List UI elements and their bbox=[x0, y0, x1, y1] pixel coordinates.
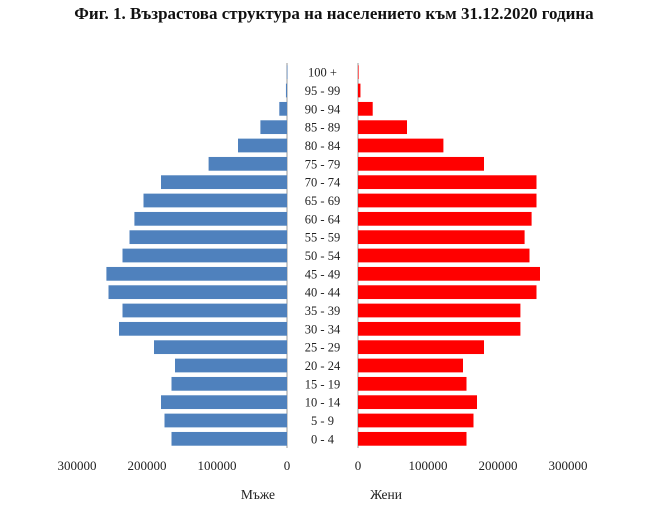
bar-women-19 bbox=[358, 83, 361, 98]
bar-women-7 bbox=[358, 303, 521, 318]
age-group-label: 95 - 99 bbox=[305, 84, 340, 98]
age-group-label: 50 - 54 bbox=[305, 249, 341, 263]
age-group-label: 85 - 89 bbox=[305, 121, 340, 135]
age-group-label: 55 - 59 bbox=[305, 231, 340, 245]
right-tick-label: 300000 bbox=[549, 458, 588, 473]
left-tick-label: 100000 bbox=[198, 458, 237, 473]
bar-men-18 bbox=[279, 101, 287, 116]
bar-women-3 bbox=[358, 376, 467, 391]
bar-men-11 bbox=[129, 230, 287, 245]
bar-men-20 bbox=[286, 65, 288, 80]
bar-men-13 bbox=[143, 193, 287, 208]
age-group-label: 75 - 79 bbox=[305, 157, 340, 171]
bar-men-16 bbox=[238, 138, 287, 153]
bar-women-0 bbox=[358, 431, 467, 446]
bar-women-15 bbox=[358, 156, 484, 171]
age-group-label: 65 - 69 bbox=[305, 194, 340, 208]
bar-men-19 bbox=[285, 83, 287, 98]
bar-men-8 bbox=[108, 285, 287, 300]
bar-men-1 bbox=[164, 413, 287, 428]
age-group-label: 70 - 74 bbox=[305, 176, 341, 190]
bar-men-3 bbox=[171, 376, 287, 391]
bar-women-16 bbox=[358, 138, 444, 153]
right-tick-label: 100000 bbox=[409, 458, 448, 473]
right-tick-label: 0 bbox=[355, 458, 362, 473]
age-group-label: 15 - 19 bbox=[305, 377, 340, 391]
age-group-label: 5 - 9 bbox=[311, 414, 334, 428]
age-group-label: 30 - 34 bbox=[305, 322, 341, 336]
left-tick-label: 300000 bbox=[58, 458, 97, 473]
age-group-label: 100 + bbox=[308, 66, 337, 80]
left-tick-label: 0 bbox=[284, 458, 291, 473]
bar-men-4 bbox=[175, 358, 287, 373]
bar-women-13 bbox=[358, 193, 537, 208]
age-group-label: 0 - 4 bbox=[311, 432, 335, 446]
age-group-label: 60 - 64 bbox=[305, 212, 341, 226]
bar-women-10 bbox=[358, 248, 530, 263]
age-group-label: 40 - 44 bbox=[305, 286, 341, 300]
bar-men-12 bbox=[134, 211, 287, 226]
age-group-label: 45 - 49 bbox=[305, 267, 340, 281]
age-group-label: 90 - 94 bbox=[305, 102, 341, 116]
age-group-label: 80 - 84 bbox=[305, 139, 341, 153]
bar-women-1 bbox=[358, 413, 474, 428]
bar-men-15 bbox=[208, 156, 287, 171]
bar-men-2 bbox=[161, 395, 287, 410]
bar-women-20 bbox=[358, 65, 359, 80]
right-tick-label: 200000 bbox=[479, 458, 518, 473]
bar-men-17 bbox=[260, 120, 287, 135]
bar-men-7 bbox=[122, 303, 287, 318]
legend-women: Жени bbox=[370, 487, 402, 502]
age-group-label: 25 - 29 bbox=[305, 341, 340, 355]
bar-men-10 bbox=[122, 248, 287, 263]
bar-men-6 bbox=[119, 321, 287, 336]
bar-women-5 bbox=[358, 340, 484, 355]
legend-men: Мъже bbox=[241, 487, 275, 502]
age-group-label: 35 - 39 bbox=[305, 304, 340, 318]
bar-women-11 bbox=[358, 230, 525, 245]
chart-title: Фиг. 1. Възрастова структура на населени… bbox=[74, 4, 594, 23]
bar-women-2 bbox=[358, 395, 477, 410]
bar-women-8 bbox=[358, 285, 537, 300]
bar-men-5 bbox=[154, 340, 287, 355]
age-group-label: 20 - 24 bbox=[305, 359, 341, 373]
bar-women-9 bbox=[358, 266, 540, 281]
bar-men-9 bbox=[106, 266, 288, 281]
bar-women-12 bbox=[358, 211, 532, 226]
bar-men-0 bbox=[171, 431, 287, 446]
bar-women-18 bbox=[358, 101, 373, 116]
bar-women-14 bbox=[358, 175, 537, 190]
left-tick-label: 200000 bbox=[128, 458, 167, 473]
bar-women-17 bbox=[358, 120, 407, 135]
age-group-label: 10 - 14 bbox=[305, 396, 341, 410]
bar-women-6 bbox=[358, 321, 521, 336]
bar-women-4 bbox=[358, 358, 463, 373]
bar-men-14 bbox=[161, 175, 287, 190]
